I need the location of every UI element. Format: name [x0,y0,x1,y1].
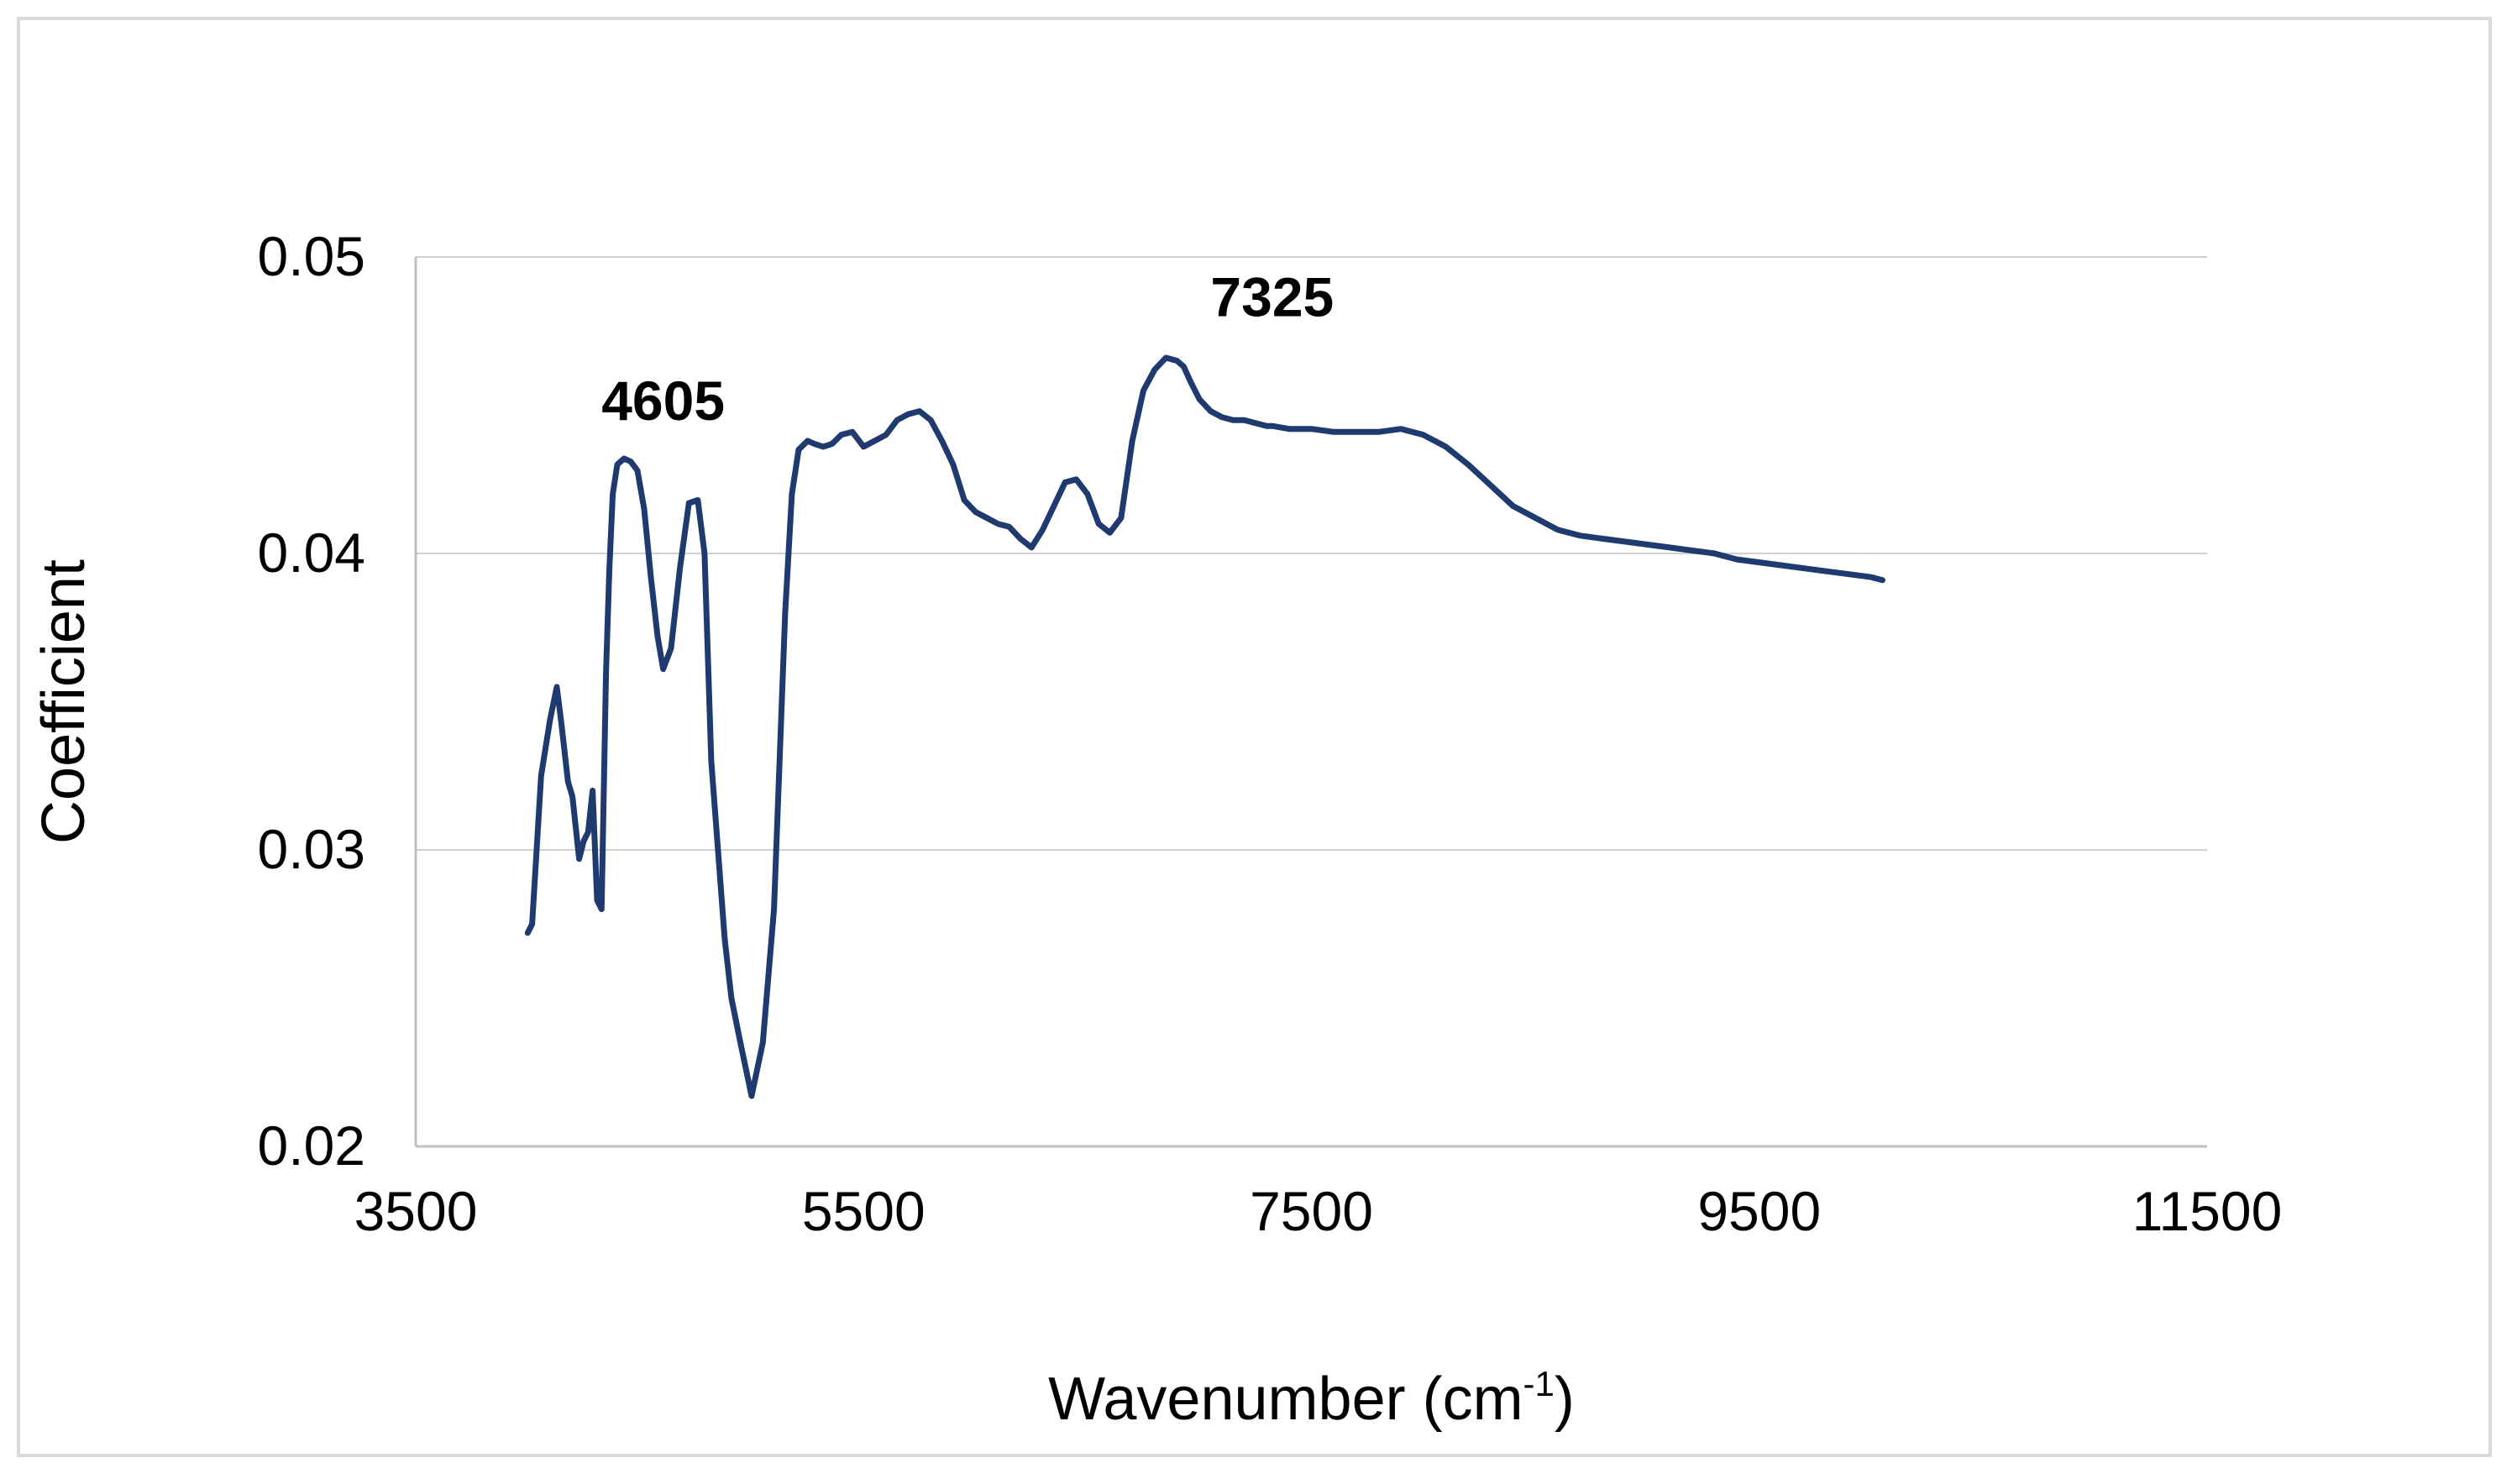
x-axis-title-sup: -1 [1523,1364,1555,1403]
x-tick-label-3: 9500 [1697,1180,1821,1242]
annotation-4605: 4605 [601,370,725,432]
x-tick-label-2: 7500 [1250,1180,1373,1242]
y-tick-labels: 0.02 0.03 0.04 0.05 [258,225,365,1177]
y-tick-label-0: 0.02 [258,1114,365,1177]
series-line [524,354,1885,1099]
peak-annotations: 4605 7325 [601,266,1334,433]
grid-lines [416,256,2207,851]
x-axis-title-main: Wavenumber (cm [1048,1366,1523,1433]
x-axis-title-close: ) [1555,1366,1575,1433]
x-tick-labels: 3500 5500 7500 9500 11500 [354,1180,2283,1242]
x-axis-title: Wavenumber (cm-1) [1048,1364,1575,1433]
y-tick-label-3: 0.05 [258,225,365,287]
annotation-7325: 7325 [1210,266,1334,328]
x-tick-label-0: 3500 [354,1180,478,1242]
x-tick-label-4: 11500 [2132,1180,2283,1242]
y-tick-label-2: 0.04 [258,522,365,584]
y-axis-title: Coefficient [30,559,97,844]
x-tick-label-1: 5500 [802,1180,926,1242]
y-tick-label-1: 0.03 [258,818,365,880]
